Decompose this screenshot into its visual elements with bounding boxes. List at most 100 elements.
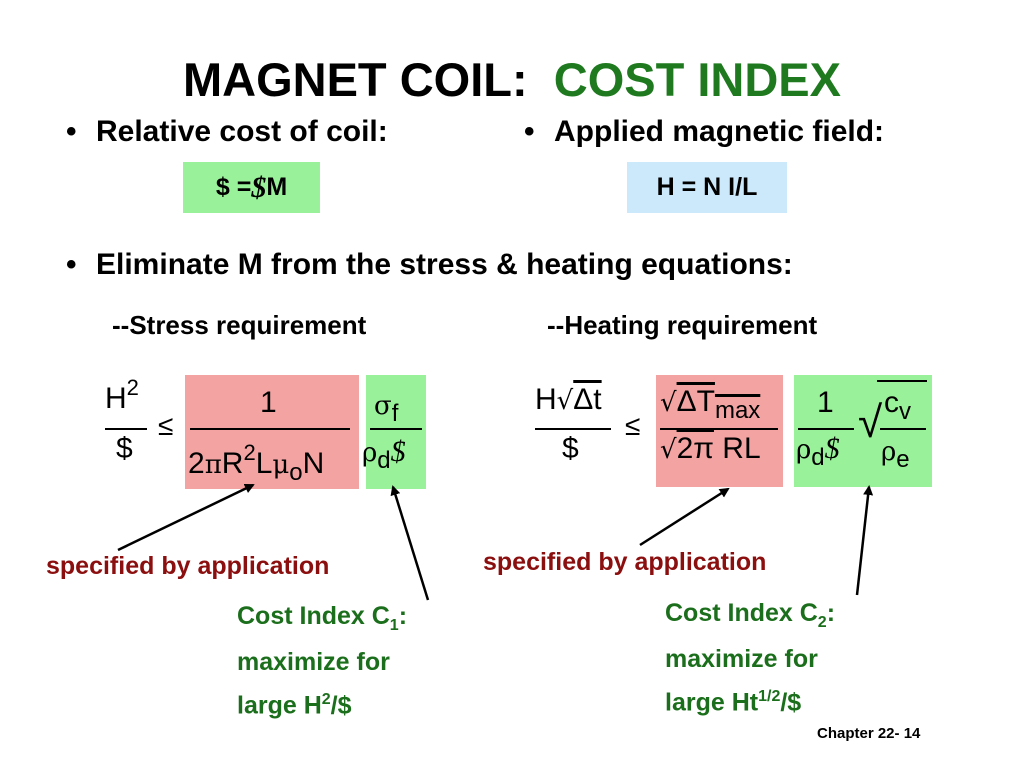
bullet-dot: • xyxy=(66,248,77,281)
field-equation-box: H = N I/L xyxy=(627,162,787,213)
text: /$ xyxy=(330,691,352,720)
bullet-dot: • xyxy=(66,115,77,148)
symbol-l: L xyxy=(255,447,273,480)
symbol-r: R xyxy=(221,447,244,480)
title-accent: COST INDEX xyxy=(553,53,842,106)
material-term-box xyxy=(366,375,426,489)
ci2-line2: maximize for xyxy=(665,645,818,673)
superscript: 2 xyxy=(126,375,139,400)
fraction-bar xyxy=(535,428,611,430)
arrow-right-material xyxy=(855,485,874,596)
symbol-cost: $ xyxy=(390,435,406,468)
heating-rho-e: ρe xyxy=(881,434,910,473)
symbol-delta-t: Δt xyxy=(573,383,602,416)
symbol-n: N xyxy=(302,447,325,480)
cost-eq-symbol: $ xyxy=(251,170,267,204)
stress-requirement-label: --Stress requirement xyxy=(112,310,367,340)
symbol-rho: ρ xyxy=(881,437,897,467)
title-main: MAGNET COIL: xyxy=(182,53,528,106)
heating-mat-numerator: 1 xyxy=(817,386,834,419)
symbol-cost: $ xyxy=(824,432,840,465)
symbol-h: H xyxy=(105,382,127,415)
radicand: ΔTmax xyxy=(676,385,761,424)
subscript: f xyxy=(391,400,399,427)
subscript: e xyxy=(896,446,910,473)
symbol-rho: ρ xyxy=(362,438,378,468)
bullet-eliminate: • Eliminate M from the stress & heating e… xyxy=(66,248,793,282)
symbol-pi: π xyxy=(204,450,222,480)
cost-eq-lhs: $ = xyxy=(215,173,252,201)
material-term-box xyxy=(794,375,932,487)
fraction-bar xyxy=(798,428,854,430)
bullet-relative-cost: • Relative cost of coil: xyxy=(66,115,388,149)
bullet-text: Applied magnetic field: xyxy=(554,115,885,148)
ci2-line3: large Ht1/2/$ xyxy=(665,678,835,721)
fraction-bar xyxy=(880,428,926,430)
symbol-delta-t: ΔT xyxy=(676,385,715,418)
sqrt-symbol: √ xyxy=(660,388,677,418)
bullet-text: Eliminate M from the stress & heating eq… xyxy=(96,248,793,281)
stress-lhs-numerator: H2 xyxy=(105,375,139,416)
subscript: 2 xyxy=(817,614,827,631)
heating-requirement-label: --Heating requirement xyxy=(547,310,818,340)
fraction-bar xyxy=(660,428,778,430)
heating-mat-denominator: ρd$ xyxy=(796,432,840,471)
coefficient: 2 xyxy=(188,447,205,480)
symbol-h: H xyxy=(535,383,557,416)
text: Cost Index C xyxy=(237,602,390,630)
symbol-mu: μ xyxy=(272,450,290,480)
heating-cv: cv xyxy=(884,386,911,425)
text: Cost Index C xyxy=(665,599,818,627)
superscript: 2 xyxy=(243,440,256,465)
stress-app-numerator: 1 xyxy=(260,386,277,419)
ci2-line1: Cost Index C2: xyxy=(665,595,835,641)
sqrt-overline xyxy=(877,380,927,382)
subscript: 1 xyxy=(389,617,399,634)
fraction-bar xyxy=(370,428,422,430)
cost-equation-box: $ = $ M xyxy=(183,162,320,213)
application-term-box xyxy=(185,375,359,489)
bullet-text: Relative cost of coil: xyxy=(96,115,388,148)
text: large H xyxy=(237,691,322,720)
arrow-left-app xyxy=(117,483,255,552)
cost-eq-m: M xyxy=(266,173,288,201)
cost-index-c2: Cost Index C2: maximize for large Ht1/2/… xyxy=(665,595,835,721)
text: /$ xyxy=(780,688,802,717)
text: large Ht xyxy=(665,688,759,717)
stress-mat-denominator: ρd$ xyxy=(362,435,406,474)
superscript: 2 xyxy=(321,691,331,708)
specified-by-application-right: specified by application xyxy=(483,548,767,576)
stress-lhs-denominator: $ xyxy=(116,432,133,465)
sqrt-symbol: √ xyxy=(660,435,677,465)
text: : xyxy=(826,599,836,627)
radicand: 2π xyxy=(676,432,714,465)
fraction-bar xyxy=(190,428,350,430)
bullet-applied-field: • Applied magnetic field: xyxy=(524,115,884,149)
specified-by-application-left: specified by application xyxy=(46,552,330,580)
superscript: 1/2 xyxy=(758,688,781,705)
arrow-left-material xyxy=(390,485,430,601)
sqrt-symbol: √ xyxy=(556,386,574,416)
arrow-right-app xyxy=(639,487,730,547)
subscript: d xyxy=(377,447,391,474)
ci1-line1: Cost Index C1: xyxy=(237,598,407,644)
ci1-line2: maximize for xyxy=(237,648,390,676)
subscript: o xyxy=(289,459,303,486)
stress-mat-numerator: σf xyxy=(374,388,398,427)
ci1-line3: large H2/$ xyxy=(237,681,407,724)
application-term-box xyxy=(656,375,783,487)
text: : xyxy=(398,602,408,630)
bullet-dot: • xyxy=(524,115,535,148)
symbol-c: c xyxy=(884,386,899,419)
subscript: d xyxy=(811,444,825,471)
cost-index-c1: Cost Index C1: maximize for large H2/$ xyxy=(237,598,407,724)
symbol-rl: RL xyxy=(713,432,761,465)
heating-app-denominator: √2π RL xyxy=(660,432,761,466)
symbol-sigma: σ xyxy=(374,391,392,421)
heating-lhs-numerator: H√Δt xyxy=(535,383,602,417)
fraction-bar xyxy=(105,428,147,430)
slide-title: MAGNET COIL: COST INDEX xyxy=(0,52,1024,107)
leq-symbol: ≤ xyxy=(158,410,174,441)
heating-lhs-denominator: $ xyxy=(562,432,579,465)
